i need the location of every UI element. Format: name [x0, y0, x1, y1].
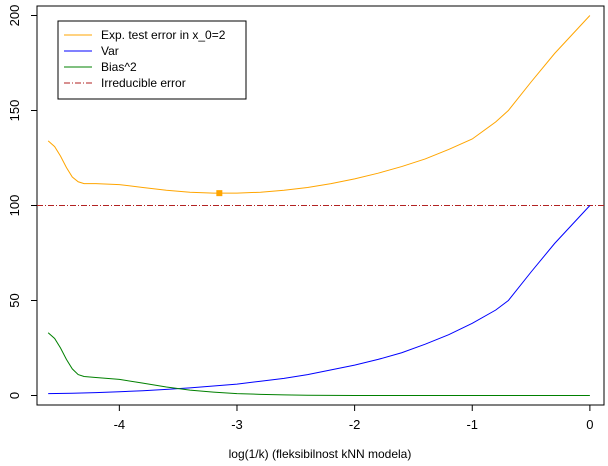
y-tick-label: 100: [7, 195, 22, 217]
x-tick-label: -1: [466, 417, 478, 432]
y-tick-label: 150: [7, 100, 22, 122]
x-axis: -4 -3 -2 -1 0: [114, 405, 594, 432]
legend-irreducible-error-label: Irreducible error: [101, 76, 186, 90]
x-tick-label: -3: [231, 417, 243, 432]
var-line: [48, 205, 591, 395]
y-axis: 0 50 100 150 200: [7, 5, 37, 399]
bias-squared-line: [47, 332, 590, 396]
legend: Exp. test error in x_0=2 Var Bias^2 Irreduc…: [57, 20, 247, 100]
legend-bias-squared-label: Bias^2: [101, 60, 137, 74]
x-tick-label: 0: [586, 417, 593, 432]
x-axis-title: log(1/k) (fleksibilnost kNN modela): [229, 447, 412, 461]
x-tick-label: -4: [114, 417, 126, 432]
legend-var-label: Var: [101, 44, 119, 58]
min-error-marker: [216, 190, 223, 197]
x-tick-label: -2: [349, 417, 361, 432]
legend-exp-test-error-label: Exp. test error in x_0=2: [101, 28, 226, 42]
series-layer: [37, 15, 604, 396]
exp-test-error-line: [47, 15, 591, 194]
legend-box: [57, 20, 247, 100]
y-tick-label: 50: [7, 293, 22, 307]
y-tick-label: 0: [7, 392, 22, 399]
y-tick-label: 200: [7, 5, 22, 27]
